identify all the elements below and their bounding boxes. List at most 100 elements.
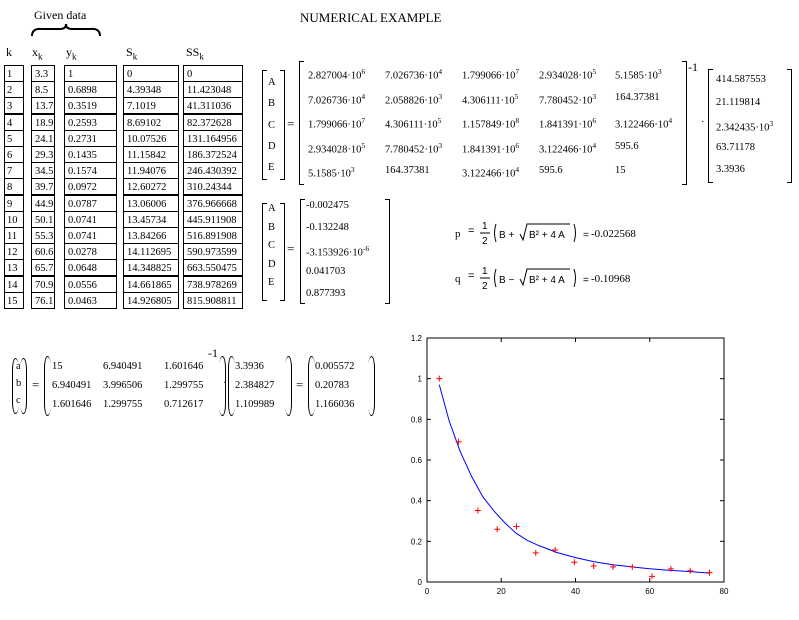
svg-text:2: 2 xyxy=(482,236,488,247)
coef-matrix-bracket-left xyxy=(299,61,304,185)
coef-matrix-cell: 7.780452·103 xyxy=(385,140,443,156)
coef-matrix-cell: 164.37381 xyxy=(385,165,430,176)
svg-text:B² + 4 A: B² + 4 A xyxy=(529,275,565,286)
table-cell-s: 13.45734 xyxy=(123,210,179,228)
rhs-cell: 2.342435·103 xyxy=(716,119,774,134)
table-cell-y: 0.1574 xyxy=(64,162,117,180)
data-point-marker xyxy=(455,438,462,445)
table-cell-k: 5 xyxy=(4,129,24,147)
matrix-label-bracket-left xyxy=(262,70,267,180)
y-tick-label: 0 xyxy=(418,578,423,587)
abc-result-equals-sign: = xyxy=(296,377,304,392)
table-cell-k: 8 xyxy=(4,178,24,196)
coef-matrix-cell: 3.122466·104 xyxy=(615,116,673,131)
table-cell-s: 13.84266 xyxy=(123,227,179,244)
table-cell-y: 0.0556 xyxy=(64,275,117,293)
coef-matrix-cell: 2.934028·105 xyxy=(308,140,366,156)
inverse-exponent: -1 xyxy=(688,60,698,74)
header-s: Sk xyxy=(126,45,138,62)
data-point-marker xyxy=(571,559,578,566)
data-point-marker xyxy=(590,562,597,569)
abc-matrix-cell: 1.601646 xyxy=(164,361,204,372)
coef-matrix-cell: 3.122466·104 xyxy=(539,140,597,156)
abc-label-b: b xyxy=(16,378,22,389)
table-cell-x: 13.7 xyxy=(31,97,55,115)
result-cell: -3.153926·10-6 xyxy=(306,244,370,259)
abc-rhs-cell: 1.109989 xyxy=(235,399,275,410)
abc-matrix-cell: 15 xyxy=(52,361,63,372)
data-point-marker xyxy=(532,549,539,556)
abc-matrix-cell: 3.996506 xyxy=(103,380,143,391)
table-cell-s: 12.60272 xyxy=(123,178,179,196)
coef-matrix-cell: 4.306111·105 xyxy=(462,91,519,107)
table-cell-s: 8.69102 xyxy=(123,113,179,131)
p-formula: p xyxy=(455,228,461,240)
header-ss: SSk xyxy=(186,45,204,62)
coef-matrix-cell: 15 xyxy=(615,165,626,176)
svg-text:B² + 4 A: B² + 4 A xyxy=(529,230,565,241)
table-cell-k: 11 xyxy=(4,227,24,244)
abc-rhs-paren-right xyxy=(285,356,292,416)
data-point-marker xyxy=(552,546,559,553)
table-cell-k: 6 xyxy=(4,146,24,163)
coef-matrix-cell: 2.827004·106 xyxy=(308,67,366,82)
abc-label-c: c xyxy=(16,395,21,406)
table-cell-y: 0.0463 xyxy=(64,291,117,309)
table-cell-k: 3 xyxy=(4,97,24,115)
fit-chart: 0 0.2 0.4 0.6 0.8 1 1.2 0 20 40 60 80 xyxy=(411,334,729,596)
coef-matrix-cell: 7.026736·104 xyxy=(385,67,443,82)
table-cell-s: 7.1019 xyxy=(123,97,179,115)
svg-text:=: = xyxy=(468,270,474,282)
table-cell-s: 14.112695 xyxy=(123,243,179,261)
coef-matrix-cell: 2.058826·103 xyxy=(385,91,443,107)
abc-equals-sign: = xyxy=(32,377,40,392)
q-value: -0.10968 xyxy=(591,273,631,285)
table-cell-k: 14 xyxy=(4,275,24,293)
data-point-marker xyxy=(513,523,520,530)
x-tick-label: 40 xyxy=(571,587,580,596)
abc-rhs-cell: 3.3936 xyxy=(235,361,264,372)
x-tick-label: 20 xyxy=(497,587,506,596)
coef-matrix-cell: 595.6 xyxy=(615,140,639,152)
fit-curve-line xyxy=(438,384,710,574)
table-cell-y: 0.1435 xyxy=(64,146,117,163)
table-cell-k: 10 xyxy=(4,210,24,228)
rhs-cell: 3.3936 xyxy=(716,164,745,175)
matrix-label-a: A xyxy=(268,77,276,88)
result-equals-sign: = xyxy=(287,241,295,256)
table-cell-x: 65.7 xyxy=(31,259,55,277)
table-cell-x: 8.5 xyxy=(31,81,55,99)
table-cell-ss: 246.430392 xyxy=(183,162,243,180)
coef-matrix-cell: 7.780452·103 xyxy=(539,91,597,107)
coef-matrix-cell: 5.1585·103 xyxy=(308,165,355,180)
rhs-cell: 414.587553 xyxy=(716,74,766,85)
y-tick-label: 0.6 xyxy=(411,456,423,465)
y-tick-label: 0.8 xyxy=(411,415,423,424)
brace-decoration xyxy=(31,24,101,37)
given-data-label: Given data xyxy=(34,8,87,22)
table-cell-k: 2 xyxy=(4,81,24,99)
result-label-c: C xyxy=(268,240,276,251)
table-cell-x: 60.6 xyxy=(31,243,55,261)
rhs-cell: 63.71178 xyxy=(716,141,755,153)
svg-text:=: = xyxy=(468,225,474,237)
data-point-marker xyxy=(687,567,694,574)
data-point-marker xyxy=(609,563,616,570)
abc-inverse-exponent: -1 xyxy=(208,346,218,360)
abc-matrix-cell: 6.940491 xyxy=(103,361,143,372)
data-point-marker xyxy=(474,507,481,514)
result-cell: -0.002475 xyxy=(306,200,349,211)
svg-text:=: = xyxy=(583,275,589,286)
matrix-label-bracket-right xyxy=(280,70,285,180)
q-label: q xyxy=(455,273,461,285)
abc-result-paren-right xyxy=(368,356,375,416)
coef-matrix-cell: 1.157849·108 xyxy=(462,116,520,131)
page-title: NUMERICAL EXAMPLE xyxy=(300,10,442,25)
table-cell-s: 11.94076 xyxy=(123,162,179,180)
abc-label-paren-right xyxy=(20,358,27,414)
result-label-d: D xyxy=(268,258,276,270)
table-cell-s: 11.15842 xyxy=(123,146,179,163)
table-cell-ss: 590.973599 xyxy=(183,243,243,261)
abc-result-paren-left xyxy=(308,356,315,416)
coef-matrix-cell: 1.799066·107 xyxy=(462,67,520,82)
